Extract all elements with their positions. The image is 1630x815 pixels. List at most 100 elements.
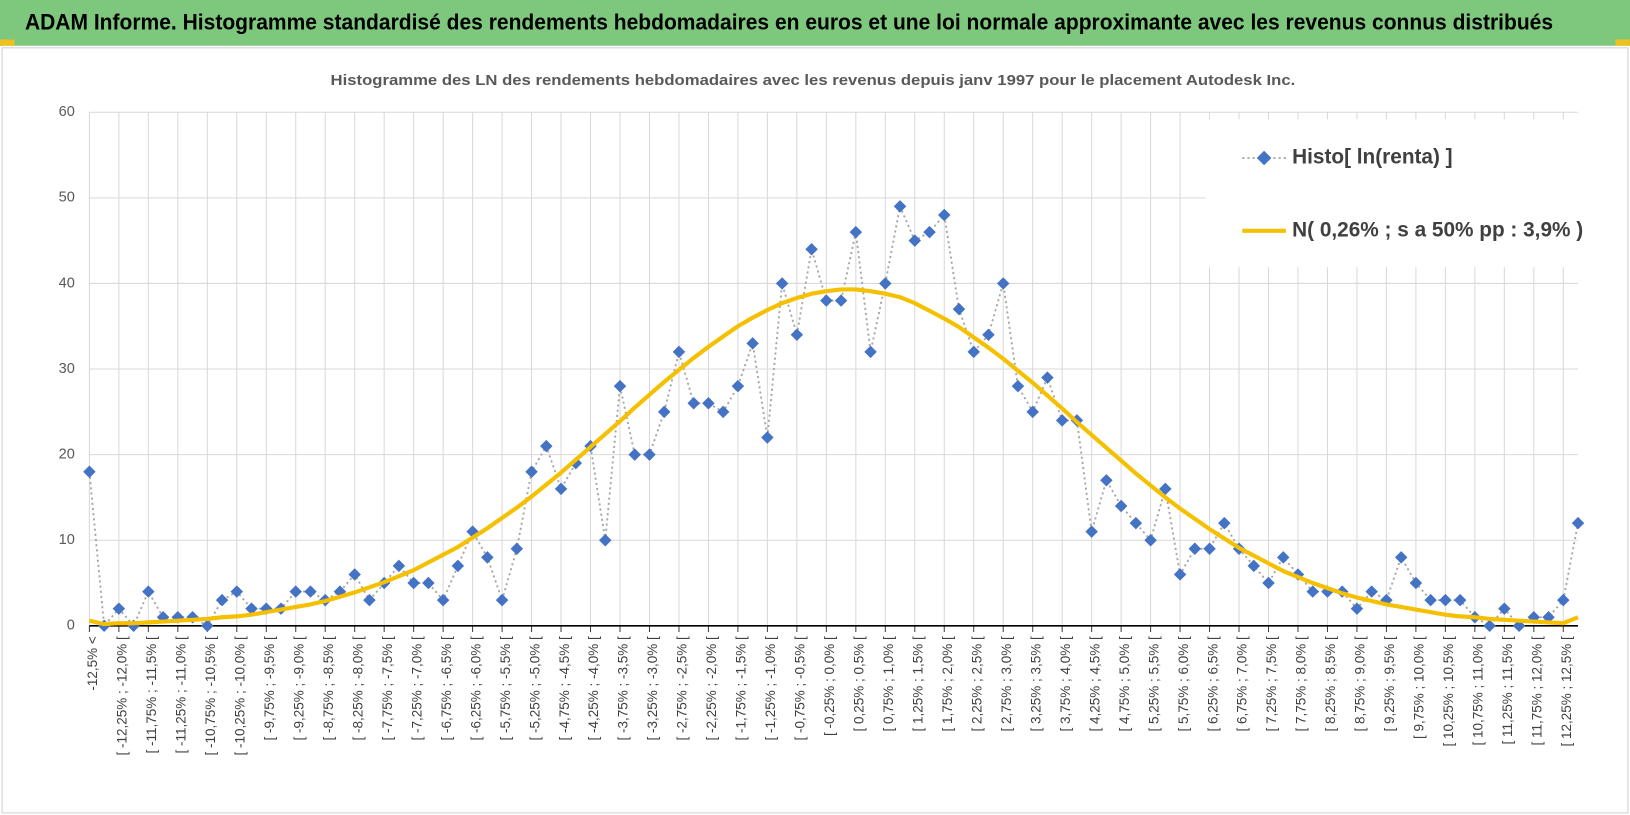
x-tick-label: [ 1,75% ; 2,0% [ [940, 636, 955, 732]
data-point [1100, 474, 1113, 487]
data-point [1188, 542, 1202, 556]
data-point [1571, 516, 1585, 530]
data-point [466, 525, 479, 538]
y-tick-label: 50 [59, 190, 75, 206]
x-tick-label: [ 7,25% ; 7,5% [ [1264, 636, 1279, 732]
data-point [1439, 593, 1452, 607]
x-tick-label: [ -6,25% ; -6,0% [ [468, 636, 483, 741]
x-tick-label: [ -3,75% ; -3,5% [ [616, 636, 631, 741]
y-tick-label: 20 [59, 446, 75, 462]
data-point [1409, 576, 1423, 590]
data-point [687, 397, 700, 410]
y-tick-label: 0 [67, 618, 75, 634]
x-tick-label: [ -11,25% ; -11,0% [ [174, 636, 189, 754]
header-corner [0, 39, 15, 46]
data-point [1350, 602, 1364, 615]
data-point [938, 208, 951, 222]
x-tick-label: [ -12,25% ; -12,0% [ [115, 636, 130, 756]
x-tick-label: [ 6,25% ; 6,5% [ [1205, 636, 1220, 732]
x-tick-label: [ -10,25% ; -10,0% [ [233, 636, 248, 756]
data-point [510, 542, 524, 556]
x-tick-label: [ 12,25% ; 12,5% [ [1559, 636, 1574, 747]
data-point [996, 277, 1010, 290]
data-point [1173, 568, 1187, 581]
x-tick-label: [ 3,25% ; 3,5% [ [1028, 636, 1043, 732]
x-tick-label: [ -4,75% ; -4,5% [ [557, 636, 572, 741]
data-point [746, 337, 759, 350]
chart-title: Histogramme des LN des rendements hebdom… [331, 73, 1296, 89]
data-point [1041, 371, 1054, 384]
chart-frame [1, 47, 1629, 814]
x-tick-label: [ 0,25% ; 0,5% [ [852, 636, 867, 732]
x-tick-label: [ -7,25% ; -7,0% [ [409, 636, 424, 741]
x-tick-label: [ -5,75% ; -5,5% [ [498, 636, 513, 741]
x-tick-label: [ 9,75% ; 10,0% [ [1412, 636, 1427, 739]
data-point [879, 277, 892, 290]
x-tick-label: [ 7,75% ; 8,0% [ [1294, 636, 1309, 732]
data-point [245, 602, 258, 615]
data-point [363, 593, 376, 607]
data-point [775, 277, 789, 290]
legend-label: N( 0,26% ; s a 50% pp : 3,9% ) [1292, 218, 1583, 241]
data-point [1453, 593, 1467, 607]
x-tick-label: [ -6,75% ; -6,5% [ [439, 636, 454, 741]
x-tick-label: [ -1,25% ; -1,0% [ [763, 636, 778, 741]
data-point [613, 379, 627, 393]
x-tick-label: [ 11,75% ; 12,0% [ [1530, 636, 1545, 746]
x-tick-label: [ 8,75% ; 9,0% [ [1353, 636, 1368, 732]
data-point [657, 405, 671, 419]
x-tick-label: [ -11,75% ; -11,5% [ [144, 636, 159, 754]
data-point [864, 345, 877, 359]
data-point [436, 593, 450, 607]
x-tick-label: [ -0,25% ; 0,0% [ [822, 636, 837, 736]
x-tick-label: [ -4,25% ; -4,0% [ [586, 636, 601, 741]
data-point [1114, 499, 1128, 513]
y-tick-label: 30 [59, 361, 75, 377]
x-tick-label: [ -2,25% ; -2,0% [ [704, 636, 719, 741]
legend-marker [1256, 150, 1272, 166]
data-point [1498, 602, 1511, 615]
x-tick-label: [ -5,25% ; -5,0% [ [527, 636, 542, 741]
data-point [1055, 414, 1069, 427]
data-point [1159, 482, 1172, 496]
y-tick-label: 40 [59, 275, 75, 291]
x-tick-label: [ 5,75% ; 6,0% [ [1176, 636, 1191, 732]
data-point [348, 568, 361, 581]
data-point [1557, 593, 1570, 607]
data-point [849, 225, 863, 239]
x-tick-label: -12,5% < [85, 636, 100, 691]
x-tick-label: [ 8,25% ; 8,5% [ [1323, 636, 1338, 732]
data-point [908, 234, 922, 247]
data-point [1424, 593, 1437, 607]
data-point [967, 345, 980, 359]
legend-box [1205, 119, 1581, 268]
data-point [215, 593, 229, 607]
data-point [1129, 516, 1143, 530]
data-point [952, 302, 966, 316]
series-line [88, 287, 1579, 627]
data-point [1218, 516, 1231, 530]
data-point [1085, 525, 1098, 538]
x-tick-label: [ -0,75% ; -0,5% [ [793, 636, 808, 741]
x-tick-label: [ 10,75% ; 11,0% [ [1471, 636, 1486, 746]
y-tick-label: 10 [59, 532, 75, 548]
y-tick-label: 60 [59, 104, 75, 120]
x-tick-label: [ -9,25% ; -9,0% [ [291, 636, 306, 741]
x-tick-label: [ 2,25% ; 2,5% [ [969, 636, 984, 732]
data-point [1262, 576, 1275, 590]
header-bar [0, 0, 1630, 46]
data-point [805, 242, 818, 256]
x-tick-label: [ -8,75% ; -8,5% [ [321, 636, 336, 741]
data-point [407, 576, 420, 590]
x-tick-label: [ -7,75% ; -7,5% [ [380, 636, 395, 741]
data-point [716, 405, 730, 419]
x-tick-label: [ 4,25% ; 4,5% [ [1087, 636, 1102, 732]
x-tick-label: [ 9,25% ; 9,5% [ [1382, 636, 1397, 732]
data-point [525, 465, 538, 478]
x-tick-label: [ 1,25% ; 1,5% [ [910, 636, 925, 732]
data-point [643, 448, 656, 461]
x-tick-label: [ 0,75% ; 1,0% [ [881, 636, 896, 732]
x-tick-label: [ -1,75% ; -1,5% [ [734, 636, 749, 741]
x-tick-label: [ 4,75% ; 5,0% [ [1117, 636, 1132, 732]
